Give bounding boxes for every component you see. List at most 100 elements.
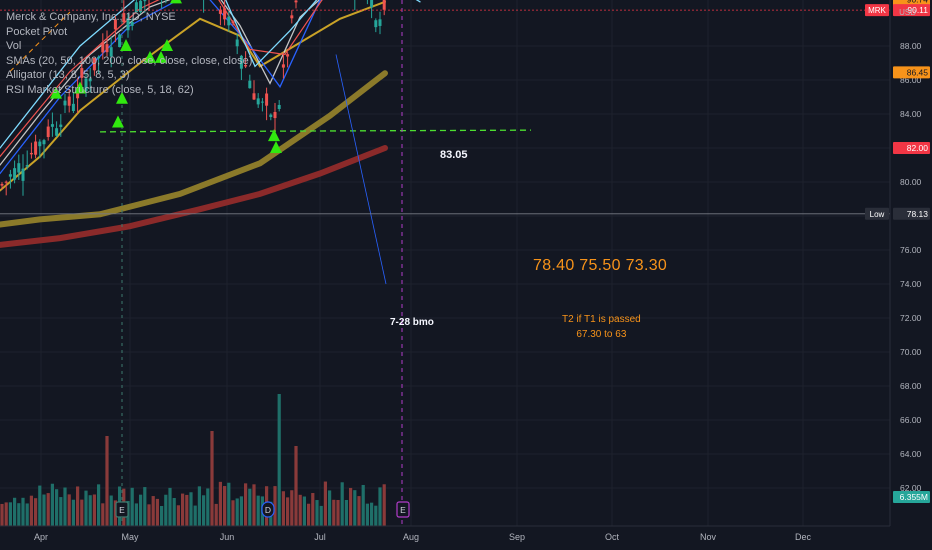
sma200-line: [0, 145, 388, 248]
pocket-pivot-marker: [144, 50, 156, 63]
volume-bar: [206, 488, 210, 526]
volume-bar: [332, 499, 336, 526]
earnings-marker-letter: E: [400, 505, 406, 515]
legend-item-alligator[interactable]: Alligator (13, 8, 5, 8, 5, 3): [6, 69, 130, 81]
price-tick-label: 88.00: [900, 41, 922, 51]
volume-bar: [256, 495, 260, 526]
volume-bar: [101, 503, 105, 526]
month-label: Oct: [605, 532, 620, 542]
indicator-legend: Merck & Company, Inc., 1D, NYSE Pocket P…: [6, 10, 252, 97]
price-tag-bg: [865, 4, 889, 17]
volume-bar: [13, 497, 17, 526]
volume-bar: [227, 482, 231, 526]
legend-item-smas[interactable]: SMAs (20, 50, 100, 200, close, close, cl…: [6, 54, 253, 67]
price-tick-label: 80.00: [900, 177, 922, 187]
volume-bar: [147, 504, 151, 526]
volume-bars: [0, 394, 386, 526]
volume-bar: [210, 431, 214, 526]
volume-bar: [252, 484, 256, 526]
candle-body: [38, 141, 42, 147]
legend-item-rsi-market-structure[interactable]: RSI Market Structure (close, 5, 18, 62): [6, 83, 194, 96]
volume-bar: [378, 487, 382, 526]
time-axis-bg: [0, 526, 932, 550]
candle-body: [286, 54, 290, 57]
volume-bar: [76, 486, 80, 526]
volume-bar: [189, 492, 193, 526]
volume-bar: [349, 487, 353, 526]
time-axis[interactable]: Apr May Jun Jul Aug Sep Oct Nov Dec: [0, 525, 932, 550]
candle-body: [382, 0, 386, 10]
pocket-pivot-marker: [268, 129, 280, 142]
candle-body: [46, 126, 50, 138]
candle-body: [290, 15, 294, 19]
volume-bar: [290, 490, 294, 526]
volume-bar: [223, 486, 227, 526]
volume-bar: [130, 487, 134, 526]
candle-body: [71, 103, 75, 112]
price-label-bg: [893, 0, 930, 6]
candle-body: [139, 0, 143, 13]
volume-bar: [67, 494, 71, 526]
volume-bar: [357, 496, 361, 526]
sma100-line: [0, 70, 388, 228]
pocket-pivot-markers: [50, 0, 282, 153]
candle-body: [0, 183, 4, 186]
price-label-value: 90.11: [907, 5, 928, 15]
volume-bar: [235, 498, 239, 526]
month-label: Jul: [314, 532, 326, 542]
price-label-value: 82.00: [907, 143, 929, 153]
month-label: Sep: [509, 532, 525, 542]
price-tag-label: MRK: [868, 6, 886, 15]
volume-bar: [218, 481, 222, 526]
volume-bar: [38, 485, 42, 526]
candle-body: [269, 114, 273, 118]
volume-bar: [374, 505, 378, 526]
volume-bar: [370, 502, 374, 526]
candle-body: [374, 20, 378, 28]
candle-body: [223, 8, 227, 20]
price-label-bg: [893, 207, 930, 220]
month-label: Apr: [34, 532, 48, 542]
candle-body: [13, 168, 17, 180]
price-tick-label: 62.00: [900, 483, 922, 493]
legend-item-vol[interactable]: Vol: [6, 40, 22, 52]
candle-body: [21, 168, 25, 181]
candle-body: [143, 0, 147, 2]
legend-item-pocket-pivot[interactable]: Pocket Pivot: [6, 25, 68, 38]
price-tick-label: 68.00: [900, 381, 922, 391]
volume-bar: [185, 494, 189, 526]
volume-bar: [323, 481, 327, 526]
volume-bar: [63, 487, 67, 526]
volume-bar: [181, 493, 185, 526]
candle-body: [231, 21, 235, 24]
candle-body: [256, 98, 260, 105]
candle-body: [50, 124, 54, 127]
month-label: Nov: [700, 532, 717, 542]
candle-body: [109, 47, 113, 57]
volume-bar: [248, 488, 252, 526]
volume-bar: [244, 483, 248, 526]
volume-bar: [294, 446, 298, 526]
month-label: May: [121, 532, 139, 542]
candle-body: [370, 0, 374, 8]
volume-bar: [139, 494, 143, 526]
volume-bar: [302, 496, 306, 526]
volume-bar: [88, 495, 92, 526]
volume-bar: [4, 502, 8, 526]
volume-bar: [164, 494, 168, 526]
price-tick-label: 72.00: [900, 313, 922, 323]
month-label: Dec: [795, 532, 812, 542]
symbol-title[interactable]: Merck & Company, Inc., 1D, NYSE: [6, 11, 176, 23]
candle-body: [244, 64, 248, 67]
candle-body: [218, 9, 222, 14]
candle-body: [260, 101, 264, 103]
t2-line-1: T2 if T1 is passed: [562, 314, 641, 325]
volume-bar: [143, 487, 147, 526]
volume-bar: [231, 500, 235, 526]
volume-bar: [29, 495, 33, 526]
volume-bar: [172, 498, 176, 526]
price-axis[interactable]: 88.0086.0084.0082.0080.0078.0076.0074.00…: [865, 0, 932, 550]
volume-bar: [214, 503, 218, 526]
candle-body: [235, 39, 239, 47]
